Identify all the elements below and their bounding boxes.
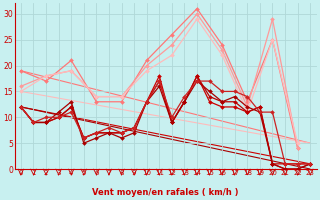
X-axis label: Vent moyen/en rafales ( km/h ): Vent moyen/en rafales ( km/h ) bbox=[92, 188, 239, 197]
